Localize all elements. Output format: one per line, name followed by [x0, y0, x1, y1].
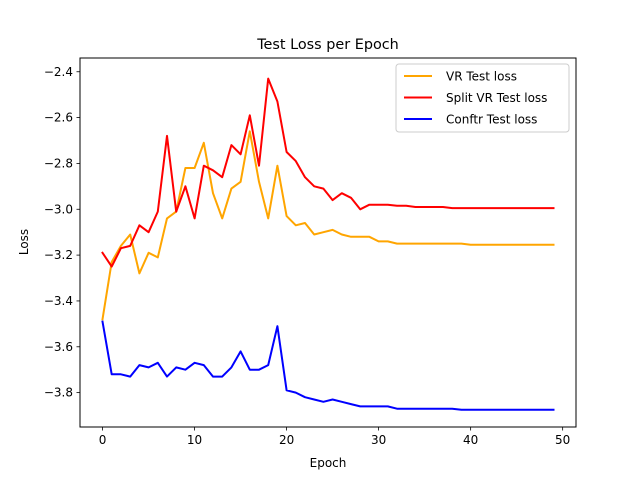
y-tick-label: −3.0	[44, 202, 73, 216]
legend-label: Conftr Test loss	[446, 113, 537, 127]
y-tick-label: −3.8	[44, 386, 73, 400]
series-line-1	[101, 77, 555, 268]
x-tick-label: 40	[463, 433, 478, 447]
y-tick-label: −2.8	[44, 156, 73, 170]
y-tick-label: −2.6	[44, 111, 73, 125]
y-tick-label: −3.2	[44, 248, 73, 262]
legend-label: VR Test loss	[446, 70, 517, 84]
y-axis-label: Loss	[17, 229, 31, 255]
x-tick-label: 30	[371, 433, 386, 447]
x-tick-label: 10	[187, 433, 202, 447]
x-tick-label: 50	[555, 433, 570, 447]
legend-label: Split VR Test loss	[446, 91, 547, 105]
y-tick-label: −2.4	[44, 65, 73, 79]
legend-box	[395, 63, 570, 133]
chart-title: Test Loss per Epoch	[256, 37, 399, 53]
series-line-0	[101, 130, 555, 321]
x-axis-ticks: 0 10 20 30 40 50	[99, 427, 570, 447]
series-lines	[101, 77, 555, 411]
y-tick-label: −3.6	[44, 340, 73, 354]
legend: VR Test loss Split VR Test loss Conftr Tes…	[395, 63, 570, 133]
x-tick-label: 20	[279, 433, 294, 447]
y-tick-label: −3.4	[44, 294, 73, 308]
plot-frame	[79, 57, 577, 428]
x-axis-label: Epoch	[310, 456, 347, 470]
series-line-2	[101, 320, 555, 411]
x-tick-label: 0	[99, 433, 107, 447]
y-axis-ticks: −3.8 −3.6 −3.4 −3.2 −3.0 −2.8 −2.6 −2.4	[44, 65, 80, 400]
